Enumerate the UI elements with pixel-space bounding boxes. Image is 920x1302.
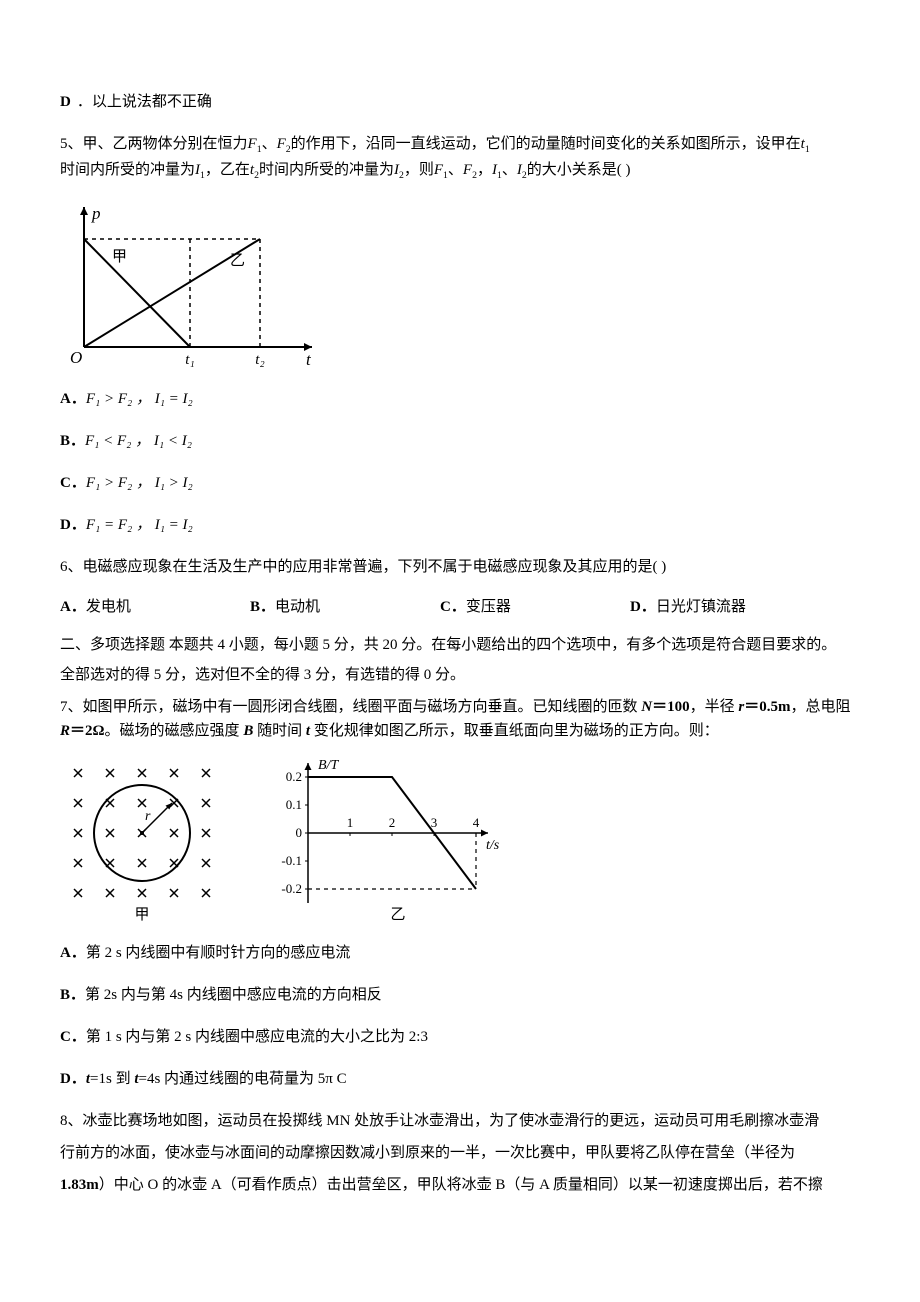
q5-chart-svg: p t Ot₁ t₂ 甲 乙 (60, 199, 320, 369)
q8-number: 8 (60, 1113, 68, 1129)
svg-text:t₂: t₂ (255, 352, 264, 368)
q6-number: 6 (60, 559, 68, 575)
svg-text:乙: 乙 (230, 253, 245, 269)
q4-option-d-text: 以上说法都不正确 (92, 94, 212, 110)
svg-text:4: 4 (473, 815, 480, 830)
q5-option-C: C．F₁ > F₂ ， I₁ > I₂ (60, 471, 860, 495)
q5-chart: p t Ot₁ t₂ 甲 乙 (60, 199, 860, 369)
svg-text:B/T: B/T (318, 759, 339, 773)
svg-text:p: p (91, 204, 101, 223)
q6-options: A．发电机 B．电动机 C．变压器 D．日光灯镇流器 (60, 595, 860, 619)
q7-figures: r甲 0.20.10-0.1-0.21234B/Tt/s乙 (60, 759, 860, 923)
q5-option-A: A．F₁ > F₂ ， I₁ = I₂ (60, 387, 860, 411)
q4-option-d: D．以上说法都不正确 (60, 90, 860, 114)
q5-option-D: D．F₁ = F₂ ， I₁ = I₂ (60, 513, 860, 537)
svg-text:乙: 乙 (390, 907, 405, 923)
q5-stem: 5、甲、乙两物体分别在恒力F1、F2的作用下，沿同一直线运动，它们的动量随时间变… (60, 132, 860, 183)
q7-option-D: D．t=1s 到 t=4s 内通过线圈的电荷量为 5π C (60, 1067, 860, 1091)
q8-line1: 8、冰壶比赛场地如图，运动员在投掷线 MN 处放手让冰壶滑出，为了使冰壶滑行的更… (60, 1109, 860, 1133)
svg-text:甲: 甲 (112, 249, 127, 265)
q6-option-A: A．发电机 (60, 595, 250, 619)
q7-fig-yi: 0.2 0.1 0 -0.1 -0.2 1 2 3 4 B/T t/s 乙 (270, 759, 500, 923)
q7-option-C: C．第 1 s 内与第 2 s 内线圈中感应电流的大小之比为 2:3 (60, 1025, 860, 1049)
q6-option-D: D．日光灯镇流器 (630, 595, 820, 619)
q8-line2: 行前方的冰面，使冰壶与冰面间的动摩擦因数减小到原来的一半，一次比赛中，甲队要将乙… (60, 1141, 860, 1165)
q7-fig-jia: r甲 (60, 759, 230, 923)
svg-text:O: O (70, 348, 82, 367)
svg-text:t₁: t₁ (185, 352, 194, 368)
q6-option-B: B．电动机 (250, 595, 440, 619)
svg-text:-0.1: -0.1 (281, 853, 302, 868)
q4-option-d-label: D (60, 94, 71, 110)
svg-text:t/s: t/s (486, 838, 500, 853)
svg-text:0.1: 0.1 (286, 797, 302, 812)
svg-text:2: 2 (389, 815, 396, 830)
q7-number: 7 (60, 699, 68, 715)
q7-stem: 7、如图甲所示，磁场中有一圆形闭合线圈，线圈平面与磁场方向垂直。已知线圈的匝数 … (60, 695, 860, 743)
q6-stem: 6、电磁感应现象在生活及生产中的应用非常普遍，下列不属于电磁感应现象及其应用的是… (60, 555, 860, 579)
section2-line2: 全部选对的得 5 分，选对但不全的得 3 分，有选错的得 0 分。 (60, 663, 860, 687)
svg-text:t: t (306, 350, 312, 369)
svg-text:r: r (145, 809, 151, 824)
q5-option-B: B．F₁ < F₂ ， I₁ < I₂ (60, 429, 860, 453)
svg-text:-0.2: -0.2 (281, 881, 302, 896)
section2-line1: 二、多项选择题 本题共 4 小题，每小题 5 分，共 20 分。在每小题给出的四… (60, 633, 860, 657)
svg-text:甲: 甲 (134, 907, 149, 923)
svg-text:1: 1 (347, 815, 354, 830)
q7-option-A: A．第 2 s 内线圈中有顺时针方向的感应电流 (60, 941, 860, 965)
q5-number: 5 (60, 136, 68, 152)
svg-text:0.2: 0.2 (286, 769, 302, 784)
svg-text:0: 0 (296, 825, 303, 840)
q8-line3: 1.83m）中心 O 的冰壶 A（可看作质点）击出营垒区，甲队将冰壶 B（与 A… (60, 1173, 860, 1197)
q6-option-C: C．变压器 (440, 595, 630, 619)
svg-text:3: 3 (431, 815, 438, 830)
q7-option-B: B．第 2s 内与第 4s 内线圈中感应电流的方向相反 (60, 983, 860, 1007)
